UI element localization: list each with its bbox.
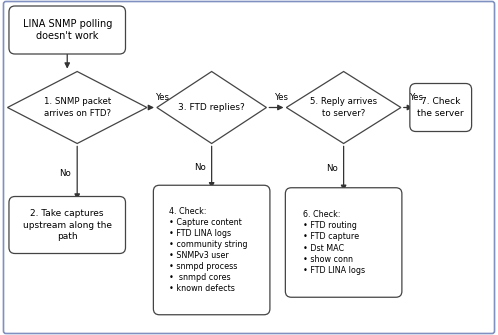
Text: 7. Check
the server: 7. Check the server bbox=[417, 97, 464, 118]
Polygon shape bbox=[157, 71, 266, 143]
Text: 5. Reply arrives
to server?: 5. Reply arrives to server? bbox=[310, 97, 377, 118]
FancyBboxPatch shape bbox=[410, 83, 472, 132]
Polygon shape bbox=[286, 71, 401, 143]
Text: 1. SNMP packet
arrives on FTD?: 1. SNMP packet arrives on FTD? bbox=[43, 97, 111, 118]
FancyBboxPatch shape bbox=[3, 1, 495, 334]
Text: Yes: Yes bbox=[410, 93, 424, 102]
FancyBboxPatch shape bbox=[9, 6, 125, 54]
Text: 4. Check:
• Capture content
• FTD LINA logs
• community string
• SNMPv3 user
• s: 4. Check: • Capture content • FTD LINA l… bbox=[169, 207, 248, 293]
Text: No: No bbox=[194, 163, 206, 172]
Text: 3. FTD replies?: 3. FTD replies? bbox=[178, 103, 245, 112]
FancyBboxPatch shape bbox=[285, 188, 402, 297]
Text: LINA SNMP polling
doesn't work: LINA SNMP polling doesn't work bbox=[22, 19, 112, 41]
Text: No: No bbox=[326, 164, 338, 173]
Polygon shape bbox=[7, 71, 147, 143]
Text: 6. Check:
• FTD routing
• FTD capture
• Dst MAC
• show conn
• FTD LINA logs: 6. Check: • FTD routing • FTD capture • … bbox=[303, 210, 365, 275]
Text: Yes: Yes bbox=[275, 93, 289, 102]
Text: No: No bbox=[59, 169, 71, 178]
Text: Yes: Yes bbox=[156, 93, 170, 102]
FancyBboxPatch shape bbox=[9, 197, 125, 254]
FancyBboxPatch shape bbox=[153, 185, 270, 315]
Text: 2. Take captures
upstream along the
path: 2. Take captures upstream along the path bbox=[23, 209, 112, 241]
